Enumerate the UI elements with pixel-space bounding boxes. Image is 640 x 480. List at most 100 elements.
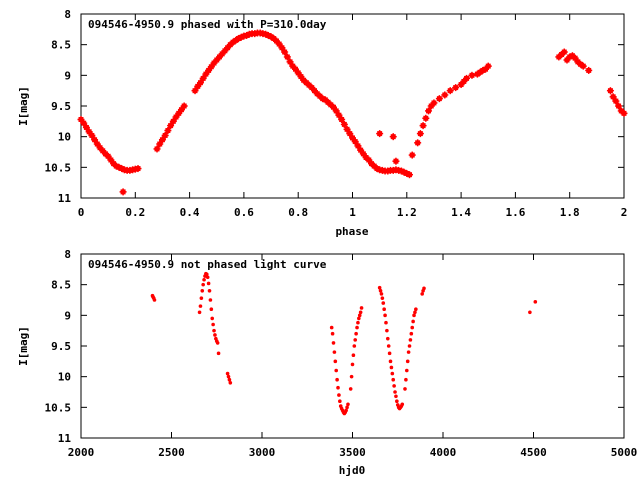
data-point xyxy=(355,325,359,330)
data-point xyxy=(392,384,396,388)
data-point xyxy=(357,146,365,154)
data-point xyxy=(338,115,346,123)
data-point xyxy=(169,117,177,125)
data-point xyxy=(414,139,422,147)
x-tick-label: 0.2 xyxy=(125,206,145,219)
data-point xyxy=(425,107,433,115)
data-point xyxy=(332,350,337,354)
x-tick-label: 5000 xyxy=(611,446,638,459)
data-point xyxy=(484,62,492,70)
data-point xyxy=(385,336,390,341)
data-point xyxy=(208,298,213,302)
chart-title: 094546-4950.9 not phased light curve xyxy=(88,258,327,271)
data-point xyxy=(351,353,356,358)
data-point xyxy=(156,140,164,148)
data-point xyxy=(281,48,289,56)
x-tick-label: 1.4 xyxy=(451,206,471,219)
data-point xyxy=(384,320,388,325)
data-point xyxy=(606,87,614,95)
data-point xyxy=(152,298,157,302)
data-point xyxy=(337,393,341,397)
data-point xyxy=(209,307,214,312)
data-point xyxy=(330,331,335,336)
data-point xyxy=(164,127,172,135)
y-tick-label: 10.5 xyxy=(45,401,72,414)
y-axis-label: I[mag] xyxy=(17,86,30,126)
x-tick-label: 2500 xyxy=(158,446,185,459)
data-point xyxy=(376,130,384,138)
y-tick-label: 8.5 xyxy=(51,279,71,292)
data-point xyxy=(211,322,215,327)
data-point xyxy=(207,63,215,71)
data-point xyxy=(560,48,568,56)
data-point xyxy=(336,385,340,390)
data-point xyxy=(405,359,410,364)
data-point xyxy=(227,377,232,382)
data-point xyxy=(357,313,362,318)
data-point xyxy=(422,114,430,122)
data-point xyxy=(419,122,427,130)
y-tick-label: 8.5 xyxy=(51,39,71,52)
data-point xyxy=(585,66,593,74)
x-axis-ticks: 2000 2500 3000 3500 4000 4500 5000 xyxy=(68,254,638,459)
data-point xyxy=(357,316,361,321)
data-point xyxy=(387,351,392,356)
y-tick-label: 9 xyxy=(64,69,71,82)
chart-title: 094546-4950.9 phased with P=310.0day xyxy=(88,18,327,31)
y-tick-label: 8 xyxy=(64,248,71,261)
data-point xyxy=(335,111,343,119)
data-point xyxy=(334,368,339,373)
data-point xyxy=(393,390,397,394)
data-point xyxy=(202,277,206,282)
y-tick-label: 11 xyxy=(58,192,72,205)
data-point xyxy=(177,106,185,114)
data-point xyxy=(353,338,358,342)
x-axis-label: phase xyxy=(335,225,368,238)
data-point xyxy=(294,69,302,77)
data-point xyxy=(441,91,449,99)
data-point xyxy=(345,405,349,410)
data-point xyxy=(196,79,204,87)
data-point xyxy=(225,371,230,376)
data-point xyxy=(406,350,411,354)
data-point xyxy=(349,134,356,142)
data-point xyxy=(385,328,389,333)
data-point xyxy=(340,120,348,128)
data-point xyxy=(93,140,101,148)
data-point xyxy=(283,53,291,61)
data-point xyxy=(85,128,93,136)
y-tick-label: 9 xyxy=(64,309,71,322)
data-point xyxy=(204,272,209,277)
x-tick-label: 2000 xyxy=(68,446,95,459)
x-tick-label: 1.8 xyxy=(560,206,580,219)
data-point xyxy=(365,156,373,164)
data-point xyxy=(390,371,395,376)
data-point xyxy=(359,306,364,310)
x-tick-label: 4500 xyxy=(520,446,547,459)
data-point xyxy=(408,151,416,159)
data-point xyxy=(400,402,405,407)
data-point xyxy=(212,328,216,333)
data-point xyxy=(359,150,367,158)
data-point xyxy=(380,296,385,300)
data-point xyxy=(615,102,623,110)
x-tick-label: 2 xyxy=(621,206,628,219)
data-point xyxy=(349,374,354,379)
data-point xyxy=(107,156,115,164)
data-point xyxy=(291,65,299,73)
data-point xyxy=(612,97,620,105)
data-point xyxy=(463,74,471,82)
x-tick-label: 1.6 xyxy=(505,206,525,219)
x-axis-ticks: 0 0.2 0.4 0.6 0.8 1 1.2 1.4 1.6 1.8 2 xyxy=(78,14,628,219)
data-point xyxy=(407,344,412,348)
data-point xyxy=(379,292,384,296)
data-point xyxy=(91,136,99,144)
y-tick-label: 11 xyxy=(58,432,72,445)
y-tick-label: 10.5 xyxy=(45,161,72,174)
data-point xyxy=(344,408,348,413)
data-point xyxy=(391,377,396,382)
data-point xyxy=(408,338,413,342)
data-point xyxy=(392,157,400,165)
data-point xyxy=(406,171,414,179)
